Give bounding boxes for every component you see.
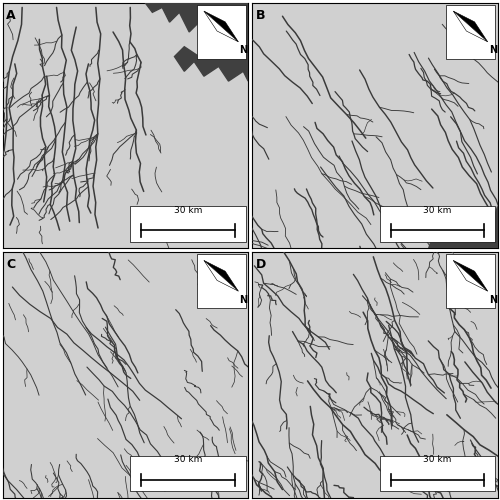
- Polygon shape: [428, 206, 498, 248]
- Polygon shape: [204, 260, 238, 291]
- FancyBboxPatch shape: [196, 254, 246, 308]
- FancyBboxPatch shape: [380, 206, 495, 242]
- Polygon shape: [454, 11, 488, 42]
- Polygon shape: [468, 234, 498, 248]
- Text: D: D: [256, 258, 266, 271]
- Text: 30 km: 30 km: [423, 456, 452, 464]
- Text: 30 km: 30 km: [174, 206, 202, 215]
- Text: N: N: [489, 46, 497, 56]
- Text: N: N: [240, 46, 248, 56]
- FancyBboxPatch shape: [380, 456, 495, 492]
- FancyBboxPatch shape: [196, 5, 246, 59]
- FancyBboxPatch shape: [446, 254, 495, 308]
- Polygon shape: [454, 11, 488, 42]
- FancyBboxPatch shape: [130, 206, 246, 242]
- Text: N: N: [489, 295, 497, 305]
- Text: 30 km: 30 km: [423, 206, 452, 215]
- Polygon shape: [204, 11, 238, 42]
- Text: C: C: [6, 258, 16, 271]
- Polygon shape: [454, 260, 488, 291]
- Text: B: B: [256, 8, 265, 22]
- Text: A: A: [6, 8, 16, 22]
- Text: N: N: [240, 295, 248, 305]
- Polygon shape: [204, 260, 238, 291]
- Polygon shape: [454, 260, 488, 291]
- Polygon shape: [204, 11, 238, 42]
- Polygon shape: [145, 2, 248, 56]
- Polygon shape: [174, 46, 248, 81]
- Text: 30 km: 30 km: [174, 456, 202, 464]
- FancyBboxPatch shape: [130, 456, 246, 492]
- FancyBboxPatch shape: [446, 5, 495, 59]
